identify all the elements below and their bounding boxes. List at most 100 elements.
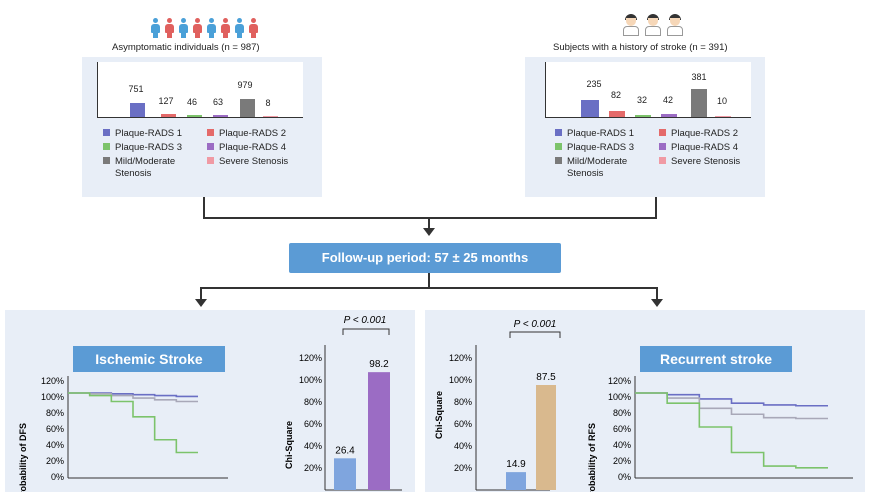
bar-value-plaque1: 751 (128, 84, 144, 94)
y-tick: 120% (299, 353, 322, 363)
chi-ylabel-recurrent: Chi-Square (434, 391, 444, 439)
bar-value-plaque4: 63 (212, 97, 223, 107)
legend-label-plaque4: Plaque-RADS 4 (671, 142, 739, 153)
legend-stroke: Plaque-RADS 1 Plaque-RADS 2 Plaque-RADS … (555, 128, 755, 188)
bar-chart-asymptomatic (97, 62, 303, 118)
p-value-recurrent: P < 0.001 (514, 319, 557, 330)
y-tick: 120% (449, 353, 472, 363)
legend-label-mild-2: Stenosis (567, 168, 604, 179)
legend-label-plaque1: Plaque-RADS 1 (567, 128, 635, 139)
connector-bottom-horizontal (200, 287, 658, 289)
connector-center-down (428, 217, 430, 231)
km-series-line-0 (635, 392, 828, 407)
bar-severe (715, 116, 731, 117)
bar-value-plaque2: 82 (610, 90, 621, 100)
bar-value-plaque3: 46 (186, 97, 197, 107)
bar-plaque3 (635, 115, 651, 117)
y-tick: 0% (618, 472, 631, 482)
legend-label-plaque1: Plaque-RADS 1 (115, 128, 183, 139)
y-tick: 80% (304, 397, 322, 407)
chi-chart-ischemic: Chi-Square 120% 100% 80% 60% 40% 20% P <… (284, 315, 402, 491)
connector-bottom-right (656, 287, 658, 301)
legend-label-mild: Mild/Moderate (115, 156, 176, 167)
y-tick: 60% (46, 424, 64, 434)
y-tick: 20% (613, 456, 631, 466)
chi-bar-0 (506, 472, 526, 490)
connector-top-horizontal (203, 217, 657, 219)
bar-chart-stroke (545, 62, 751, 118)
chi-chart-recurrent: Chi-Square 120% 100% 80% 60% 40% 20% P <… (434, 319, 561, 491)
legend-label-mild: Mild/Moderate (567, 156, 628, 167)
bar-value-mild: 381 (691, 72, 707, 82)
legend-label-plaque4: Plaque-RADS 4 (219, 142, 287, 153)
bar-plaque2 (609, 111, 625, 117)
p-value-ischemic: P < 0.001 (344, 315, 387, 326)
connector-left-down (203, 197, 205, 219)
bar-mild (691, 89, 707, 117)
legend-label-plaque2: Plaque-RADS 2 (219, 128, 287, 139)
y-tick: 20% (454, 463, 472, 473)
bar-value-plaque1: 235 (586, 79, 602, 89)
chi-bar-1 (368, 372, 390, 490)
legend-label-severe: Severe Stenosis (671, 156, 741, 167)
cohort-title-stroke: Subjects with a history of stroke (n = 3… (553, 42, 728, 53)
legend-label-plaque3: Plaque-RADS 3 (115, 142, 183, 153)
bar-severe (263, 116, 278, 117)
y-tick: 40% (46, 440, 64, 450)
bar-plaque2 (161, 114, 176, 117)
bar-value-plaque2: 127 (158, 96, 174, 106)
y-tick: 40% (304, 441, 322, 451)
km-title-ischemic: Ischemic Stroke (73, 346, 225, 372)
bar-plaque1 (581, 100, 599, 117)
y-tick: 0% (51, 472, 64, 482)
km-title-recurrent: Recurrent stroke (640, 346, 792, 372)
chi-ylabel-ischemic: Chi-Square (284, 421, 294, 469)
bar-plaque1 (130, 103, 145, 117)
y-tick: 20% (304, 463, 322, 473)
km-ylabel-ischemic: Probability of DFS (18, 423, 28, 492)
y-tick: 40% (613, 440, 631, 450)
bar-value-plaque4: 42 (662, 95, 673, 105)
bar-plaque4 (661, 114, 677, 117)
legend-asymptomatic: Plaque-RADS 1 Plaque-RADS 2 Plaque-RADS … (103, 128, 303, 188)
km-chart-ischemic: Probability of DFS 120% 100% 80% 60% 40%… (18, 376, 228, 492)
y-tick: 80% (613, 408, 631, 418)
km-series-line-2 (635, 392, 828, 469)
chi-bar-1 (536, 385, 556, 490)
bar-plaque3 (187, 115, 202, 117)
chi-bar-value-0: 26.4 (335, 445, 355, 456)
bar-value-severe: 8 (265, 98, 271, 108)
y-tick: 80% (46, 408, 64, 418)
y-tick: 100% (449, 375, 472, 385)
y-tick: 60% (454, 419, 472, 429)
legend-label-plaque3: Plaque-RADS 3 (567, 142, 635, 153)
legend-label-plaque2: Plaque-RADS 2 (671, 128, 739, 139)
y-tick: 120% (608, 376, 631, 386)
y-tick: 80% (454, 397, 472, 407)
km-series-line-0 (68, 392, 198, 398)
chi-bar-value-1: 87.5 (536, 372, 556, 383)
people-icon (150, 18, 259, 38)
arrow-down-icon (651, 299, 663, 307)
chi-bar-value-1: 98.2 (369, 359, 389, 370)
km-chart-recurrent: Probability of RFS 120% 100% 80% 60% 40%… (587, 376, 853, 492)
doctor-icon (622, 14, 684, 36)
y-tick: 100% (608, 392, 631, 402)
arrow-down-icon (423, 228, 435, 236)
bar-mild (240, 99, 255, 117)
y-tick: 20% (46, 456, 64, 466)
cohort-title-asymptomatic: Asymptomatic individuals (n = 987) (112, 42, 260, 53)
y-tick: 120% (41, 376, 64, 386)
bar-value-plaque3: 32 (636, 95, 647, 105)
legend-label-severe: Severe Stenosis (219, 156, 289, 167)
y-tick: 40% (454, 441, 472, 451)
y-tick: 60% (613, 424, 631, 434)
y-tick: 100% (41, 392, 64, 402)
bar-plaque4 (213, 115, 228, 117)
km-series-line-2 (68, 392, 198, 454)
y-tick: 60% (304, 419, 322, 429)
chi-bar-value-0: 14.9 (506, 459, 526, 470)
connector-right-down (655, 197, 657, 219)
bar-value-mild: 979 (237, 80, 253, 90)
connector-mid-down (428, 273, 430, 289)
